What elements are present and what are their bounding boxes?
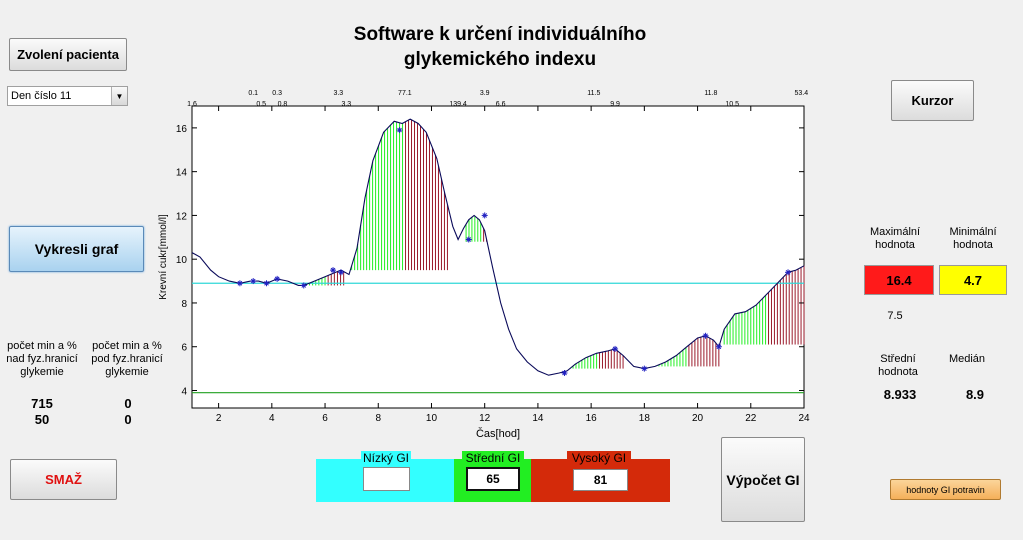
above-limit-minutes: 715 — [31, 396, 53, 411]
x-tick-label: 6 — [322, 413, 328, 424]
x-tick-label: 18 — [639, 413, 651, 424]
y-tick-label: 16 — [176, 124, 188, 135]
top-annotation: 3.3 — [333, 90, 343, 97]
top-annotation: 0.3 — [272, 90, 282, 97]
day-select-value: Den číslo 11 — [11, 90, 72, 102]
gi-low-label: Nízký GI — [361, 451, 411, 465]
x-tick-label: 8 — [375, 413, 381, 424]
x-tick-label: 10 — [426, 413, 438, 424]
top-annotation: 139.4 — [449, 101, 467, 108]
y-tick-label: 4 — [181, 386, 187, 397]
fill-segments — [305, 119, 805, 369]
draw-graph-button[interactable]: Vykresli graf — [9, 226, 144, 272]
min-value-box: 4.7 — [939, 265, 1007, 295]
gi-mid-value: 65 — [466, 467, 520, 491]
star-marker — [481, 212, 488, 219]
y-axis-label: Krevní cukr[mmol/l] — [158, 214, 169, 300]
x-tick-label: 22 — [745, 413, 757, 424]
star-marker — [300, 282, 307, 289]
title-line-2: glykemického indexu — [403, 49, 597, 70]
gi-low-value — [363, 467, 410, 491]
y-tick-label: 14 — [176, 168, 188, 179]
top-annotation: 53.4 — [795, 90, 809, 97]
star-marker — [702, 332, 709, 339]
top-annotation: 3.9 — [480, 90, 490, 97]
y-tick-label: 12 — [176, 211, 188, 222]
compute-gi-button[interactable]: Výpočet GI — [721, 437, 805, 522]
median-label: Medián — [948, 353, 986, 365]
select-patient-button[interactable]: Zvolení pacienta — [9, 38, 127, 71]
x-tick-label: 2 — [216, 413, 222, 424]
top-annotation: 10.5 — [725, 101, 739, 108]
top-annotations: 1.6 0.1 0.5 0.3 0.8 3.3 3.3 77.1 139.4 3.9 6.6 11.5… — [187, 90, 808, 108]
y-axis: 4 6 8 10 12 14 16 — [176, 124, 804, 397]
y-tick-label: 8 — [181, 299, 187, 310]
y-tick-label: 10 — [176, 255, 188, 266]
below-limit-minutes: 0 — [124, 396, 132, 411]
top-annotation: 77.1 — [398, 90, 412, 97]
y-tick-label: 6 — [181, 343, 187, 354]
x-tick-label: 14 — [532, 413, 544, 424]
top-annotation: 9.9 — [610, 101, 620, 108]
cursor-button[interactable]: Kurzor — [891, 80, 974, 121]
star-marker — [561, 369, 568, 376]
x-axis-label: Čas[hod] — [476, 427, 520, 440]
top-annotation: 11.8 — [704, 90, 717, 97]
mean-value: 8.933 — [883, 387, 917, 402]
day-select[interactable]: Den číslo 11 ▼ — [7, 86, 128, 106]
x-tick-label: 12 — [479, 413, 491, 424]
top-annotation: 0.8 — [278, 101, 288, 108]
star-marker — [785, 269, 792, 276]
star-marker — [274, 275, 281, 282]
x-tick-label: 16 — [586, 413, 598, 424]
markers — [236, 127, 792, 376]
top-annotation: 3.3 — [341, 101, 351, 108]
gi-mid-label: Střední GI — [462, 451, 524, 465]
star-marker — [465, 236, 472, 243]
star-marker — [330, 267, 337, 274]
above-limit-label: počet min a % nad fyz.hranicí glykemie — [6, 340, 78, 378]
chevron-down-icon[interactable]: ▼ — [111, 87, 127, 105]
mean-label: Střední hodnota — [878, 353, 918, 378]
gi-high-value: 81 — [573, 469, 628, 491]
top-annotation: 6.6 — [496, 101, 506, 108]
above-limit-percent: 50 — [34, 412, 50, 427]
star-marker — [715, 343, 722, 350]
below-limit-label: počet min a % pod fyz.hranicí glykemie — [91, 340, 163, 378]
star-marker — [263, 280, 270, 287]
top-annotation: 0.1 — [248, 90, 258, 97]
app-title: Software k určení individuálního glykemi… — [290, 22, 710, 72]
x-axis: 2 4 6 8 10 12 14 16 18 20 22 24 — [216, 106, 810, 424]
top-annotation: 0.5 — [256, 101, 266, 108]
title-line-1: Software k určení individuálního — [353, 24, 647, 45]
max-value-label: Maximální hodnota — [869, 226, 921, 251]
food-gi-button[interactable]: hodnoty GI potravin — [890, 479, 1001, 500]
min-value-label: Minimální hodnota — [949, 226, 997, 251]
star-marker — [250, 278, 257, 285]
star-marker — [641, 365, 648, 372]
x-tick-label: 20 — [692, 413, 704, 424]
max-value-box: 16.4 — [864, 265, 934, 295]
below-limit-percent: 0 — [124, 412, 132, 427]
delete-button[interactable]: SMAŽ — [10, 459, 117, 500]
median-value: 8.9 — [965, 387, 985, 402]
extra-value: 7.5 — [887, 310, 903, 322]
x-tick-label: 4 — [269, 413, 275, 424]
star-marker — [396, 127, 403, 134]
plot-area — [191, 105, 805, 409]
star-marker — [236, 280, 243, 287]
star-marker — [338, 269, 345, 276]
star-marker — [612, 345, 619, 352]
top-annotation: 1.6 — [187, 101, 197, 108]
x-tick-label: 24 — [798, 413, 810, 424]
gi-high-label: Vysoký GI — [567, 451, 631, 465]
top-annotation: 11.5 — [587, 90, 600, 97]
